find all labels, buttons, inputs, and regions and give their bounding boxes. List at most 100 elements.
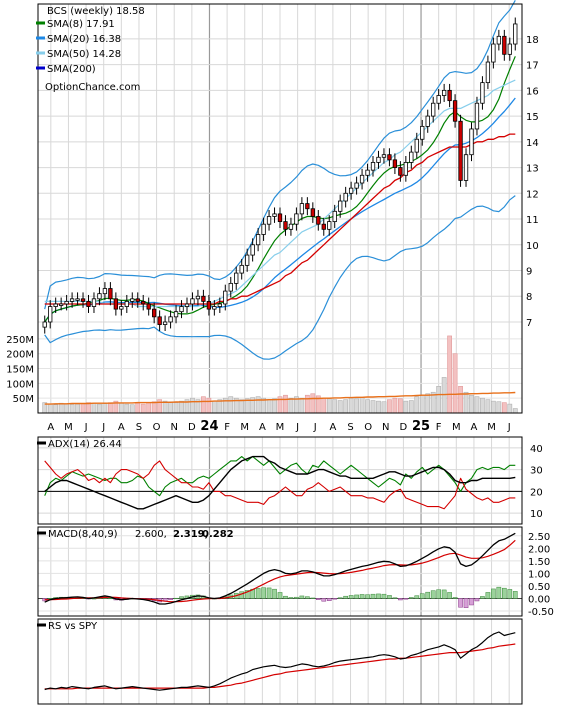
macd-histogram-bar <box>392 597 398 599</box>
macd-histogram-bar <box>326 598 332 601</box>
volume-bar <box>463 391 469 414</box>
month-label: A <box>471 422 478 433</box>
month-label: M <box>452 422 461 433</box>
macd-histogram-bar <box>458 598 463 608</box>
volume-bar <box>365 399 370 414</box>
candle-body <box>343 192 348 202</box>
month-label: J <box>295 422 299 433</box>
month-label: S <box>347 422 353 433</box>
candle-body <box>190 298 195 305</box>
price-tick-label: 14 <box>526 138 539 149</box>
candle-body <box>201 295 206 302</box>
legend-entry: SMA(200) <box>47 64 96 75</box>
candle-body <box>496 35 502 45</box>
candle-body <box>420 125 425 140</box>
sma20-line <box>44 97 516 323</box>
volume-bar <box>480 397 485 414</box>
candle-body <box>146 303 151 310</box>
macd-histogram-bar <box>419 593 425 599</box>
price-tick-label: 11 <box>526 215 539 226</box>
macd-histogram-bar <box>332 598 338 600</box>
macd-histogram-bar <box>272 588 277 599</box>
volume-bar <box>140 403 146 414</box>
month-label: O <box>364 422 372 433</box>
candle-body <box>365 169 370 176</box>
candle-body <box>299 203 305 215</box>
price-tick-label: 18 <box>526 35 539 46</box>
volume-bar <box>239 399 245 414</box>
macd-histogram-bar <box>343 595 348 599</box>
candle-body <box>387 154 392 161</box>
macd-signal-value: 2.319, <box>173 529 208 540</box>
macd-histogram-bar <box>376 593 381 599</box>
volume-bar <box>118 402 124 414</box>
candle-body <box>452 100 458 122</box>
price-tick-label: 15 <box>526 112 539 123</box>
candle-body <box>414 138 419 153</box>
candle-body <box>370 162 376 171</box>
candle-body <box>305 203 310 210</box>
candle-body <box>102 288 108 295</box>
candle-body <box>53 303 58 307</box>
volume-bar <box>512 408 518 414</box>
volume-bar <box>419 394 425 414</box>
candle-body <box>266 216 272 225</box>
candle-body <box>206 300 212 310</box>
macd-histogram-bar <box>398 598 403 601</box>
candle-body <box>381 154 387 158</box>
volume-bar <box>288 397 294 414</box>
macd-histogram-bar <box>277 592 283 599</box>
volume-bar <box>354 398 359 414</box>
price-tick-label: 7 <box>526 318 532 329</box>
candle-body <box>195 295 201 300</box>
macd-histogram-bar <box>496 586 502 599</box>
volume-bar <box>168 401 173 414</box>
volume-bar <box>179 400 184 414</box>
volume-bar <box>211 400 217 414</box>
panel-frames <box>37 3 523 705</box>
macd-histogram-bar <box>469 598 474 606</box>
macd-histogram-bar <box>365 594 370 599</box>
volume-tick-label: 50M <box>13 394 34 405</box>
candle-body <box>113 298 119 310</box>
volume-bar <box>272 398 277 414</box>
volume-bar <box>381 401 387 414</box>
candle-body <box>502 35 507 55</box>
month-label: A <box>47 422 54 433</box>
minus-di-line <box>44 460 516 510</box>
candle-body <box>316 216 321 225</box>
macd-histogram-bar <box>315 598 321 600</box>
candle-body <box>58 303 64 306</box>
candle-body <box>130 298 135 302</box>
volume-bar <box>69 404 75 414</box>
month-label: M <box>487 422 496 433</box>
macd-histogram-bar <box>485 592 491 599</box>
candle-body <box>447 89 452 102</box>
volume-bar <box>501 402 507 414</box>
volume-bar <box>53 404 59 414</box>
rs-label: RS vs SPY <box>48 621 98 632</box>
volume-bar <box>102 403 108 414</box>
macd-histogram-bar <box>512 591 518 599</box>
candle-body <box>80 298 86 302</box>
macd-tick-label: -0.50 <box>528 607 554 618</box>
macd-histogram-bar <box>294 596 299 599</box>
volume-bar <box>75 403 80 414</box>
candle-body <box>86 300 91 307</box>
candle-body <box>228 282 233 292</box>
macd-histogram-bar <box>425 591 431 599</box>
macd-histogram-bar <box>305 596 310 599</box>
volume-bar <box>190 397 195 414</box>
candle-body <box>398 167 403 176</box>
macd-histogram-bar <box>491 588 496 599</box>
volume-bar <box>469 394 474 414</box>
volume-bar <box>337 400 343 414</box>
volume-bar <box>370 400 376 414</box>
candle-body <box>474 102 480 130</box>
candle-body <box>354 182 359 189</box>
macd-histogram-bar <box>507 589 513 599</box>
candle-body <box>261 223 266 235</box>
price-tick-label: 12 <box>526 189 539 200</box>
macd-histogram-bar <box>173 597 179 600</box>
macd-histogram-bar <box>501 587 507 599</box>
